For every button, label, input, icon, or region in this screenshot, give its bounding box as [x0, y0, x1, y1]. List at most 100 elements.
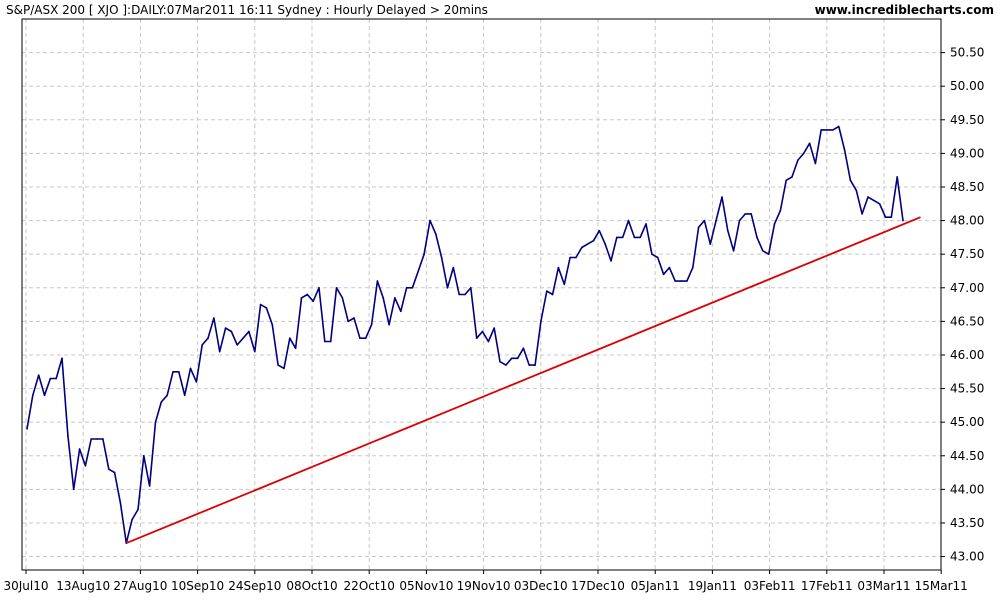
price-point [189, 367, 192, 370]
price-point [703, 219, 706, 222]
price-point [896, 176, 898, 178]
price-point [248, 330, 250, 333]
price-point [143, 454, 145, 457]
price-point [610, 260, 612, 262]
price-point [78, 448, 81, 450]
price-point [90, 438, 93, 440]
price-point [318, 286, 320, 289]
price-point [376, 280, 379, 282]
x-tick-label: 22Oct10 [344, 579, 395, 593]
price-point [271, 323, 274, 326]
price-point [207, 337, 209, 339]
price-point [137, 508, 139, 511]
price-point [131, 518, 133, 521]
price-point [744, 213, 747, 215]
price-point [289, 337, 291, 339]
price-point [154, 421, 157, 423]
x-tick-label: 19Jan11 [688, 579, 737, 593]
price-point [388, 323, 390, 326]
price-point [166, 394, 168, 397]
price-point [172, 370, 174, 373]
price-point [721, 196, 723, 198]
y-tick-label: 44.50 [950, 449, 984, 463]
x-tick-label: 24Sep10 [228, 579, 281, 593]
price-point [750, 213, 752, 215]
price-point [522, 347, 525, 350]
x-tick-label: 17Feb11 [801, 579, 853, 593]
price-point [756, 236, 758, 239]
price-point [353, 317, 355, 319]
price-point [148, 485, 151, 487]
price-point [604, 243, 606, 245]
y-tick-label: 49.50 [950, 113, 984, 127]
price-point [183, 394, 186, 397]
price-point [405, 286, 408, 289]
price-point [458, 293, 460, 296]
price-point [265, 307, 268, 309]
price-point [814, 162, 817, 165]
price-point [230, 330, 233, 333]
price-point [645, 223, 647, 225]
y-tick-label: 49.00 [950, 146, 984, 160]
price-point [785, 179, 787, 182]
x-tick-label: 30Jul10 [3, 579, 48, 593]
price-point [540, 320, 542, 323]
price-point [119, 502, 122, 504]
price-point [505, 364, 507, 366]
price-point [633, 236, 636, 239]
price-point [510, 357, 513, 360]
x-tick-label: 13Aug10 [56, 579, 110, 593]
price-point [563, 283, 566, 286]
price-point [662, 273, 665, 276]
trend-line [125, 216, 921, 544]
x-tick-label: 15Mar11 [915, 579, 968, 593]
price-point [592, 239, 595, 242]
price-point [55, 377, 57, 380]
price-point [621, 236, 624, 239]
x-tick-label: 03Feb11 [744, 579, 796, 593]
x-axis-labels: 30Jul10 13Aug10 27Aug10 10Sep10 24Sep10 08Oct… [3, 579, 967, 593]
price-point [691, 266, 694, 269]
price-point [639, 236, 641, 239]
price-point [224, 327, 227, 329]
price-point [43, 394, 46, 397]
price-point [656, 256, 659, 259]
x-tick-label: 08Oct10 [286, 579, 337, 593]
price-point [499, 360, 501, 363]
price-point [680, 280, 682, 282]
price-point [791, 176, 793, 178]
price-point [767, 253, 770, 255]
price-point [890, 216, 893, 219]
price-point [586, 243, 589, 245]
price-point [627, 219, 630, 222]
series-layer [26, 125, 921, 544]
y-tick-label: 43.00 [950, 550, 984, 564]
plot-frame [21, 18, 942, 571]
price-point [160, 401, 163, 403]
price-point [884, 216, 887, 219]
price-point [516, 357, 519, 360]
price-point [435, 233, 437, 235]
y-tick-label: 45.50 [950, 382, 984, 396]
price-point [201, 344, 203, 346]
y-tick-label: 50.00 [950, 79, 984, 93]
price-point [616, 236, 618, 239]
y-tick-label: 47.00 [950, 281, 984, 295]
price-point [727, 229, 729, 232]
price-point [259, 303, 262, 306]
price-point [686, 280, 688, 282]
price-point [218, 350, 221, 353]
price-point [802, 152, 805, 155]
price-point [545, 290, 548, 292]
x-tick-label: 03Dec10 [514, 579, 568, 593]
price-point [902, 219, 904, 222]
price-point [347, 320, 350, 323]
price-point [651, 253, 653, 255]
price-point [867, 196, 869, 198]
price-point [762, 250, 764, 252]
price-point [213, 317, 215, 319]
price-point [715, 219, 717, 222]
y-axis-labels: 43.00 43.50 44.00 44.50 45.00 45.50 46.00 46.50… [950, 46, 984, 564]
y-tick-label: 48.00 [950, 214, 984, 228]
